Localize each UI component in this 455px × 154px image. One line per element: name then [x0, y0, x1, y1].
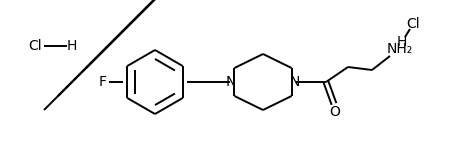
Text: F: F — [99, 75, 107, 89]
Text: H: H — [67, 39, 77, 53]
Text: H: H — [397, 35, 407, 49]
Text: Cl: Cl — [406, 17, 420, 31]
Text: NH₂: NH₂ — [387, 42, 413, 56]
Text: N: N — [290, 75, 300, 89]
Text: Cl: Cl — [28, 39, 42, 53]
Text: O: O — [329, 105, 340, 119]
Text: N: N — [226, 75, 236, 89]
